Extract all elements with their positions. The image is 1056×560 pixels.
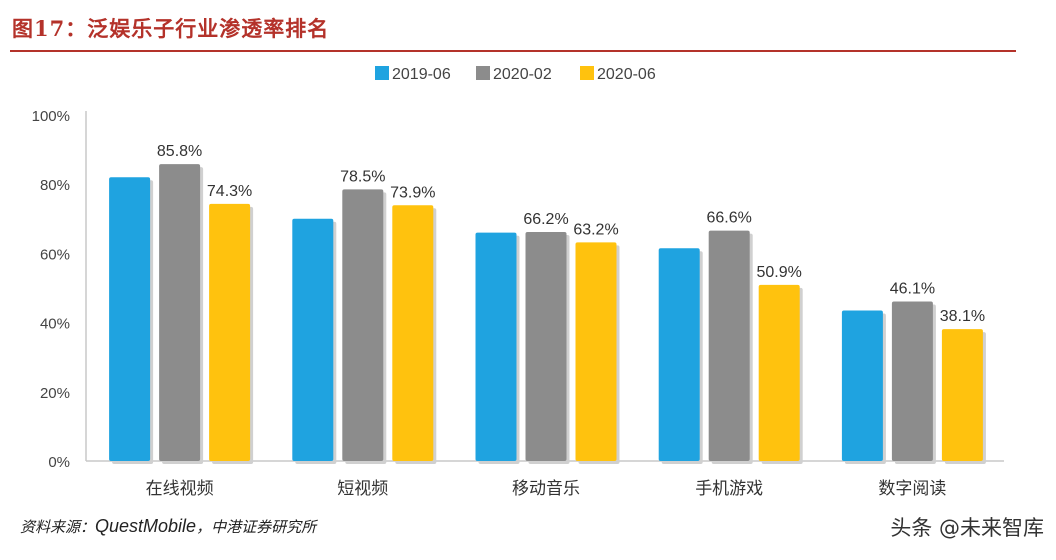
- source-prefix: 资料来源：: [20, 518, 96, 536]
- title-divider: [10, 50, 1016, 52]
- data-label: 63.2%: [573, 221, 618, 238]
- bar: [292, 218, 334, 461]
- data-label: 38.1%: [940, 308, 985, 325]
- bar: [891, 301, 933, 461]
- figure-title: 图17：泛娱乐子行业渗透率排名: [12, 16, 330, 41]
- y-tick-label: 100%: [32, 108, 70, 125]
- y-tick-label: 0%: [48, 454, 70, 471]
- category-label: 移动音乐: [512, 479, 580, 499]
- data-label: 78.5%: [340, 168, 385, 185]
- data-label: 50.9%: [757, 264, 802, 281]
- source-brand: QuestMobile: [95, 516, 197, 536]
- category-label: 在线视频: [146, 479, 214, 499]
- bar: [758, 284, 800, 461]
- watermark-text: 头条 @未来智库: [890, 516, 1044, 540]
- source-suffix: ，中港证券研究所: [196, 518, 317, 536]
- data-label: 46.1%: [890, 280, 935, 297]
- legend-label: 2019-06: [392, 66, 451, 83]
- bar: [575, 242, 617, 461]
- y-tick-label: 80%: [40, 177, 70, 194]
- y-tick-label: 60%: [40, 246, 70, 263]
- bar: [159, 164, 201, 461]
- data-label: 66.2%: [523, 211, 568, 228]
- bar: [109, 177, 151, 461]
- bar: [841, 310, 883, 461]
- data-label: 74.3%: [207, 183, 252, 200]
- category-label: 手机游戏: [695, 479, 763, 499]
- data-label: 66.6%: [707, 210, 752, 227]
- figure-header: 图17：泛娱乐子行业渗透率排名: [12, 8, 1022, 48]
- data-label: 85.8%: [157, 143, 202, 160]
- bar: [658, 248, 700, 461]
- bar: [941, 329, 983, 461]
- bar: [475, 232, 517, 461]
- bar-chart: 0% 20% 40% 60% 80% 100% 2019-06 2020-02 2020-06 8…: [32, 66, 1004, 499]
- bar: [342, 189, 384, 461]
- source-note: 资料来源：QuestMobile，中港证券研究所: [20, 516, 316, 537]
- legend-swatch: [375, 66, 389, 80]
- bar: [708, 230, 750, 461]
- category-label: 数字阅读: [878, 479, 946, 499]
- y-tick-label: 20%: [40, 385, 70, 402]
- category-label: 短视频: [337, 479, 388, 499]
- legend-swatch: [580, 66, 594, 80]
- data-label: 73.9%: [390, 184, 435, 201]
- bar: [525, 231, 567, 461]
- y-tick-label: 40%: [40, 316, 70, 333]
- bar: [392, 205, 434, 461]
- legend-label: 2020-02: [493, 66, 552, 83]
- bar: [209, 203, 251, 461]
- legend-label: 2020-06: [597, 66, 656, 83]
- legend-swatch: [476, 66, 490, 80]
